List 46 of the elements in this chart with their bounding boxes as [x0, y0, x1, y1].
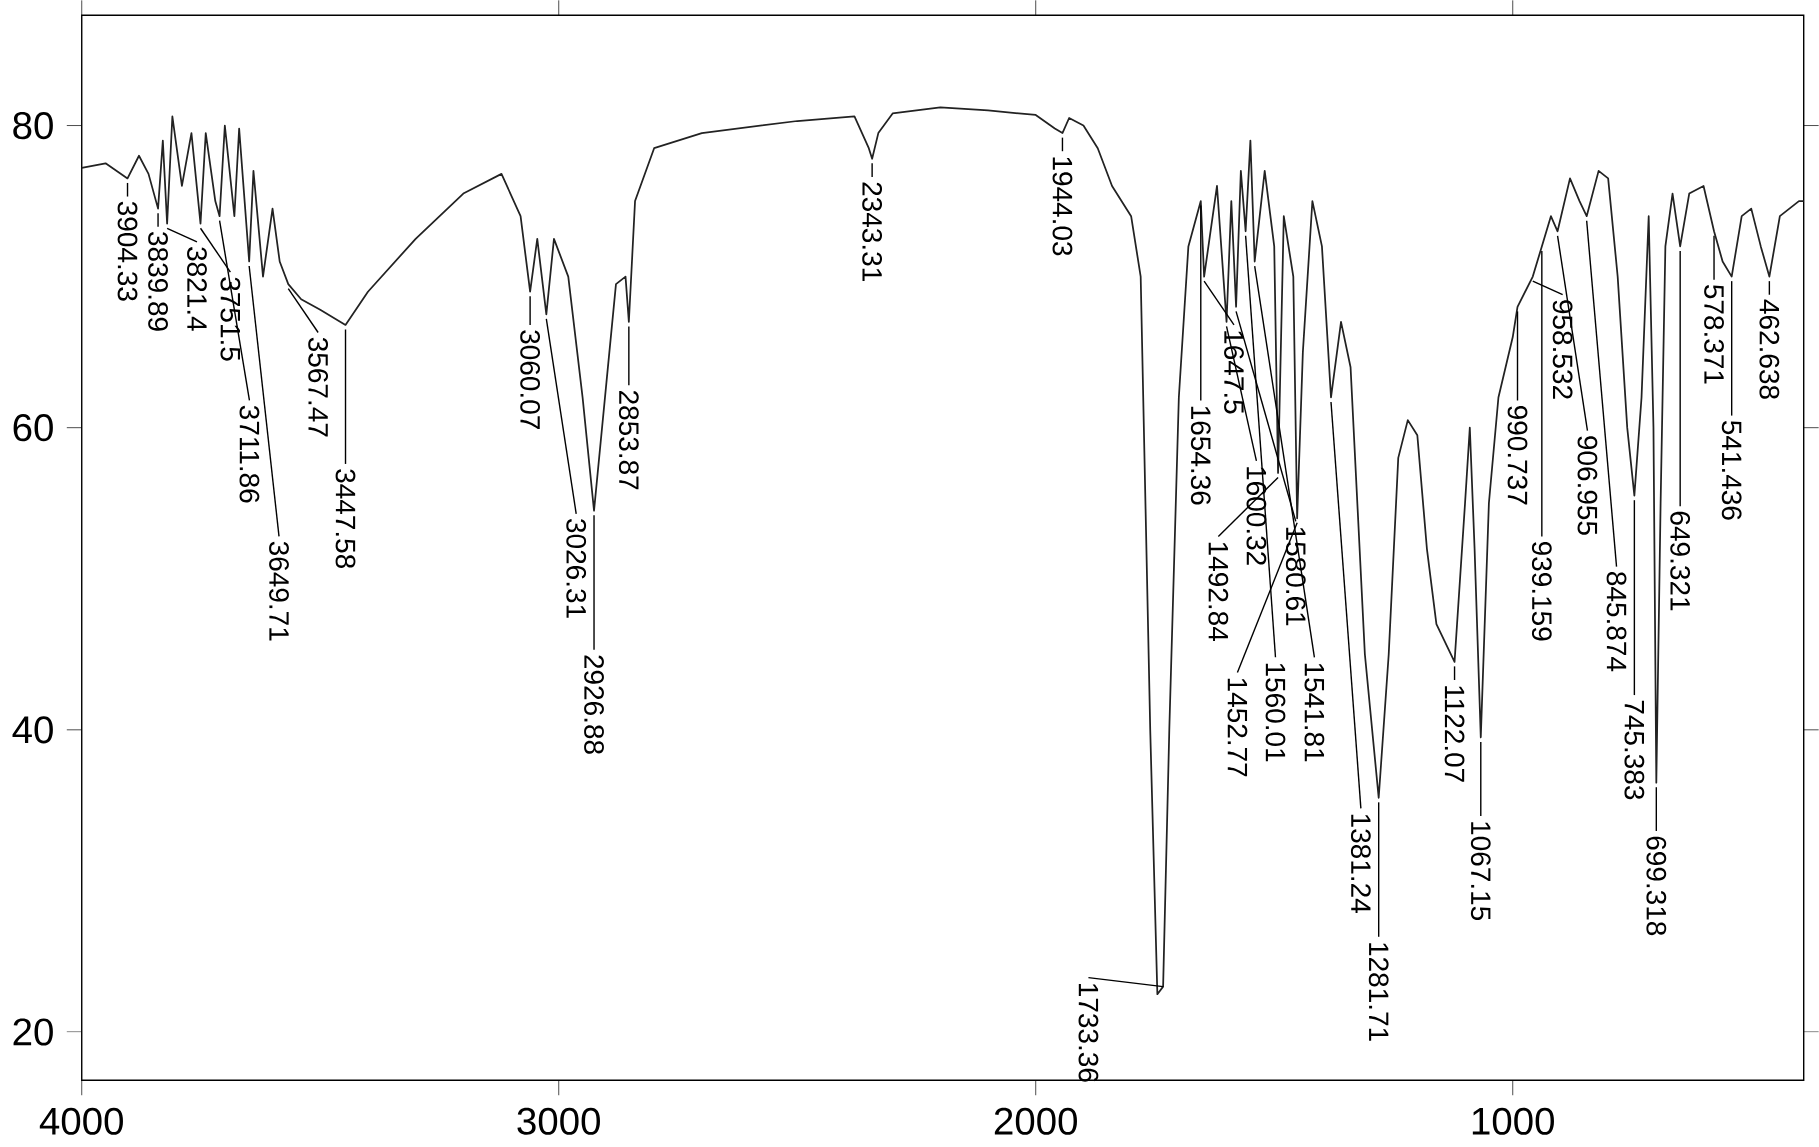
annotation: 1281.71 — [1368, 943, 1389, 1042]
annotation: 462.638 — [1759, 299, 1780, 400]
annotation: 745.383 — [1624, 700, 1645, 800]
annotation: 906.955 — [1577, 436, 1598, 536]
x-tick-label: 4000 — [39, 1107, 123, 1136]
annotation: 1600.32 — [1246, 467, 1267, 566]
annotation: 1944.03 — [1052, 157, 1073, 256]
annotation: 1733.36 — [1078, 984, 1099, 1082]
annotation: 2853.87 — [618, 391, 639, 490]
annotation: 1560.01 — [1265, 663, 1286, 762]
annotation: 3026.31 — [566, 519, 587, 619]
annotation: 3711.86 — [239, 405, 260, 503]
y-tick-label: 20 — [13, 1018, 53, 1046]
annotation: 578.371 — [1704, 285, 1724, 384]
annotation: 3839.89 — [148, 232, 168, 331]
annotation: 1122.07 — [1444, 686, 1465, 783]
annotation: 541.436 — [1721, 421, 1742, 520]
x-tick-label: 1000 — [1472, 1107, 1554, 1136]
annotation: 3567.47 — [308, 337, 329, 437]
y-tick-label: 80 — [13, 112, 53, 140]
y-tick-label: 60 — [13, 414, 53, 442]
annotation: 845.874 — [1606, 572, 1627, 672]
annotation: 3751.5 — [220, 277, 241, 361]
annotation: 3060.07 — [520, 330, 541, 430]
annotation: 2343.31 — [862, 182, 883, 282]
annotation: 3821.4 — [187, 247, 207, 332]
x-tick-label: 3000 — [517, 1107, 600, 1136]
annotation: 1452.77 — [1227, 679, 1248, 777]
annotation: 2926.88 — [584, 655, 604, 755]
annotation: 3904.33 — [117, 202, 138, 301]
annotation: 3649.71 — [269, 541, 289, 641]
annotation: 1580.61 — [1285, 527, 1306, 626]
annotation: 939.159 — [1531, 542, 1552, 641]
annotation: 958.532 — [1552, 300, 1573, 399]
annotation: 1067.15 — [1470, 822, 1491, 921]
y-tick-label: 40 — [12, 716, 53, 744]
annotation: 1381.24 — [1350, 814, 1371, 914]
annotation: 3447.58 — [335, 469, 356, 569]
annotation: 1647.5 — [1224, 331, 1244, 414]
annotation: 649.321 — [1670, 512, 1691, 611]
x-tick-label: 2000 — [994, 1107, 1077, 1136]
annotation: 1492.84 — [1208, 543, 1229, 642]
annotation: 990.737 — [1507, 406, 1528, 505]
annotation: 699.318 — [1646, 836, 1667, 936]
annotation: 1654.36 — [1190, 407, 1211, 505]
annotation: 1541.81 — [1304, 663, 1325, 762]
